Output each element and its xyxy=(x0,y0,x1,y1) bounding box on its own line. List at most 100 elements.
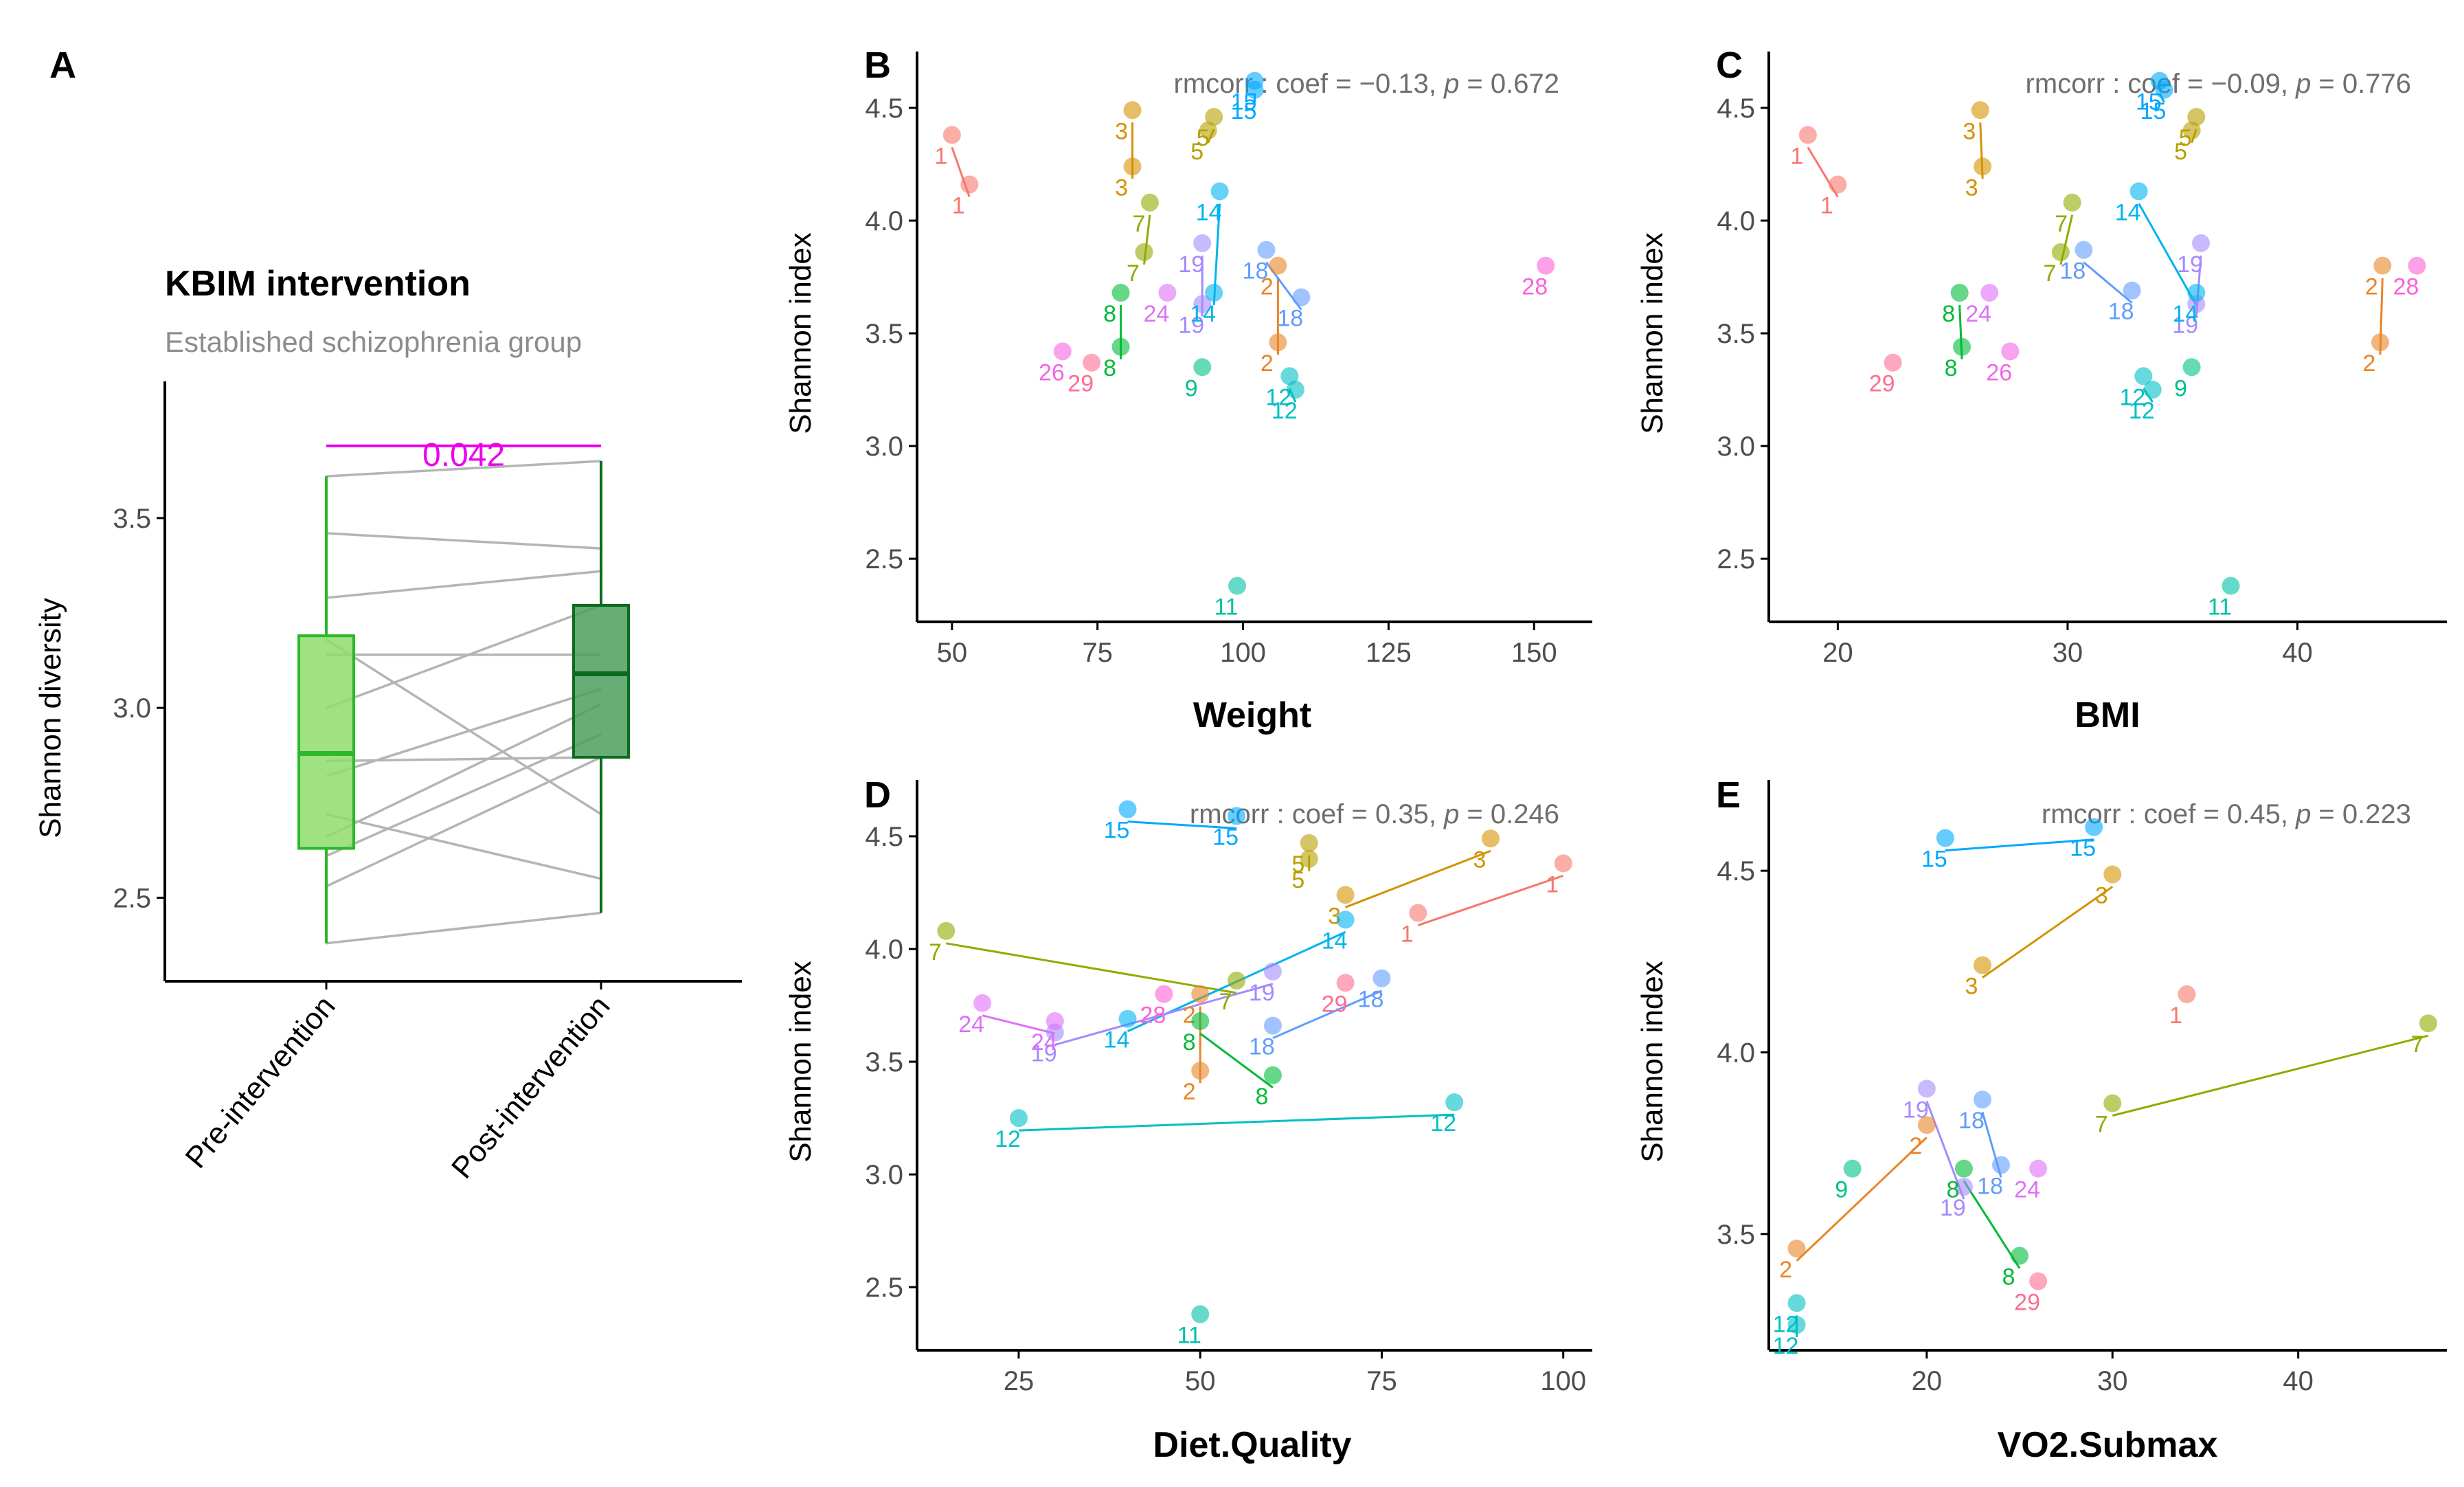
point-label: 7 xyxy=(2095,1112,2108,1138)
data-point xyxy=(1045,1012,1064,1031)
data-point xyxy=(1974,157,1992,176)
data-point xyxy=(1228,807,1246,825)
y-tick-label: 3.0 xyxy=(1717,432,1755,462)
data-point xyxy=(1300,849,1318,868)
data-point xyxy=(1537,256,1555,275)
point-label: 2 xyxy=(1779,1257,1792,1283)
panel-letter-c: C xyxy=(1716,45,1743,86)
subject-line xyxy=(2138,203,2197,306)
point-label: 12 xyxy=(1773,1333,1799,1359)
data-point xyxy=(2134,367,2153,385)
panel-b-ylabel: Shannon index xyxy=(784,232,817,434)
data-point xyxy=(1269,333,1287,352)
x-tick-label: 20 xyxy=(1822,638,1853,668)
data-point xyxy=(2063,193,2081,212)
point-label: 14 xyxy=(1322,928,1348,954)
data-point xyxy=(1798,126,1817,144)
point-label: 14 xyxy=(1196,199,1222,225)
data-point xyxy=(1191,1012,1210,1031)
point-label: 2 xyxy=(1183,1079,1196,1105)
y-tick-label: 4.0 xyxy=(865,935,903,965)
point-label: 15 xyxy=(1104,818,1130,844)
panel-b-stat: rmcorr : coef = −0.13, p = 0.672 xyxy=(1174,69,1559,99)
y-tick-label: 2.5 xyxy=(865,544,903,574)
data-point xyxy=(2222,577,2240,595)
data-point xyxy=(1286,381,1304,399)
data-point xyxy=(2029,1159,2048,1178)
point-label: 18 xyxy=(1958,1108,1985,1134)
point-label: 19 xyxy=(1178,251,1204,278)
point-label: 2 xyxy=(1261,274,1274,300)
y-tick-label: 3.5 xyxy=(865,1047,903,1077)
data-point xyxy=(2192,234,2211,252)
point-label: 15 xyxy=(2140,98,2167,124)
point-label: 1 xyxy=(952,193,965,219)
pair-line xyxy=(326,570,602,599)
subject-line xyxy=(1127,820,1237,829)
data-point xyxy=(1336,886,1355,904)
data-point xyxy=(2371,333,2389,352)
data-point xyxy=(1193,295,1212,313)
data-point xyxy=(1917,1080,1936,1098)
point-label: 8 xyxy=(1103,355,1116,381)
point-label: 2 xyxy=(2365,274,2378,300)
point-label: 9 xyxy=(1835,1177,1848,1203)
subject-line xyxy=(1982,886,2114,979)
subject-line xyxy=(982,1014,1056,1035)
data-point xyxy=(2029,1272,2048,1290)
pair-line xyxy=(326,911,602,945)
point-label: 28 xyxy=(2393,274,2419,300)
pair-line xyxy=(326,687,602,778)
data-point xyxy=(1980,284,1999,302)
y-tick-label: 3.5 xyxy=(1717,1220,1755,1250)
x-tick-label: 150 xyxy=(1511,638,1557,668)
point-label: 26 xyxy=(1986,359,2012,385)
pair-line xyxy=(326,604,602,709)
point-label: 8 xyxy=(1942,301,1955,327)
point-label: 12 xyxy=(1430,1110,1456,1137)
x-category-pre: Pre-intervention xyxy=(179,990,341,1174)
subject-line xyxy=(1199,1032,1274,1088)
pair-line xyxy=(326,460,602,478)
box-pre xyxy=(297,634,355,850)
point-label: 19 xyxy=(2177,251,2203,278)
point-label: 28 xyxy=(1140,1003,1166,1029)
subject-line xyxy=(2083,261,2133,304)
data-point xyxy=(2187,108,2206,126)
point-label: 2 xyxy=(2363,350,2376,377)
x-category-post: Post-intervention xyxy=(445,990,617,1185)
y-tick-label: 4.5 xyxy=(865,93,903,124)
data-point xyxy=(1936,829,1954,847)
point-label: 1 xyxy=(934,143,947,169)
panel-letter-b: B xyxy=(864,45,891,86)
subject-line xyxy=(1272,990,1383,1039)
data-point xyxy=(1787,1239,1806,1257)
data-point xyxy=(1787,1294,1806,1312)
x-tick-label: 75 xyxy=(1366,1366,1397,1396)
point-label: 12 xyxy=(995,1126,1021,1152)
data-point xyxy=(1155,985,1173,1003)
subject-line xyxy=(1054,983,1274,1046)
point-label: 11 xyxy=(1177,1323,1201,1349)
subject-line xyxy=(1345,849,1491,908)
point-label: 8 xyxy=(1945,355,1958,381)
point-label: 2 xyxy=(1261,350,1274,377)
data-point xyxy=(2001,342,2020,361)
point-label: 14 xyxy=(1190,301,1216,327)
data-point xyxy=(1954,1178,1973,1196)
data-point xyxy=(1973,1091,1991,1109)
data-point xyxy=(1199,121,1217,139)
box-post xyxy=(572,603,630,759)
panel-c-ylabel: Shannon index xyxy=(1636,232,1669,434)
point-label: 24 xyxy=(958,1011,984,1038)
subject-line xyxy=(1018,1113,1455,1132)
data-point xyxy=(1083,353,1101,372)
pair-line xyxy=(326,638,602,816)
data-point xyxy=(1300,834,1318,852)
data-point xyxy=(1205,284,1223,302)
x-tick-label: 75 xyxy=(1082,638,1113,668)
x-tick-label: 20 xyxy=(1912,1366,1943,1396)
y-tick-label: 2.5 xyxy=(113,883,151,913)
y-tick-label: 3.0 xyxy=(113,693,151,724)
